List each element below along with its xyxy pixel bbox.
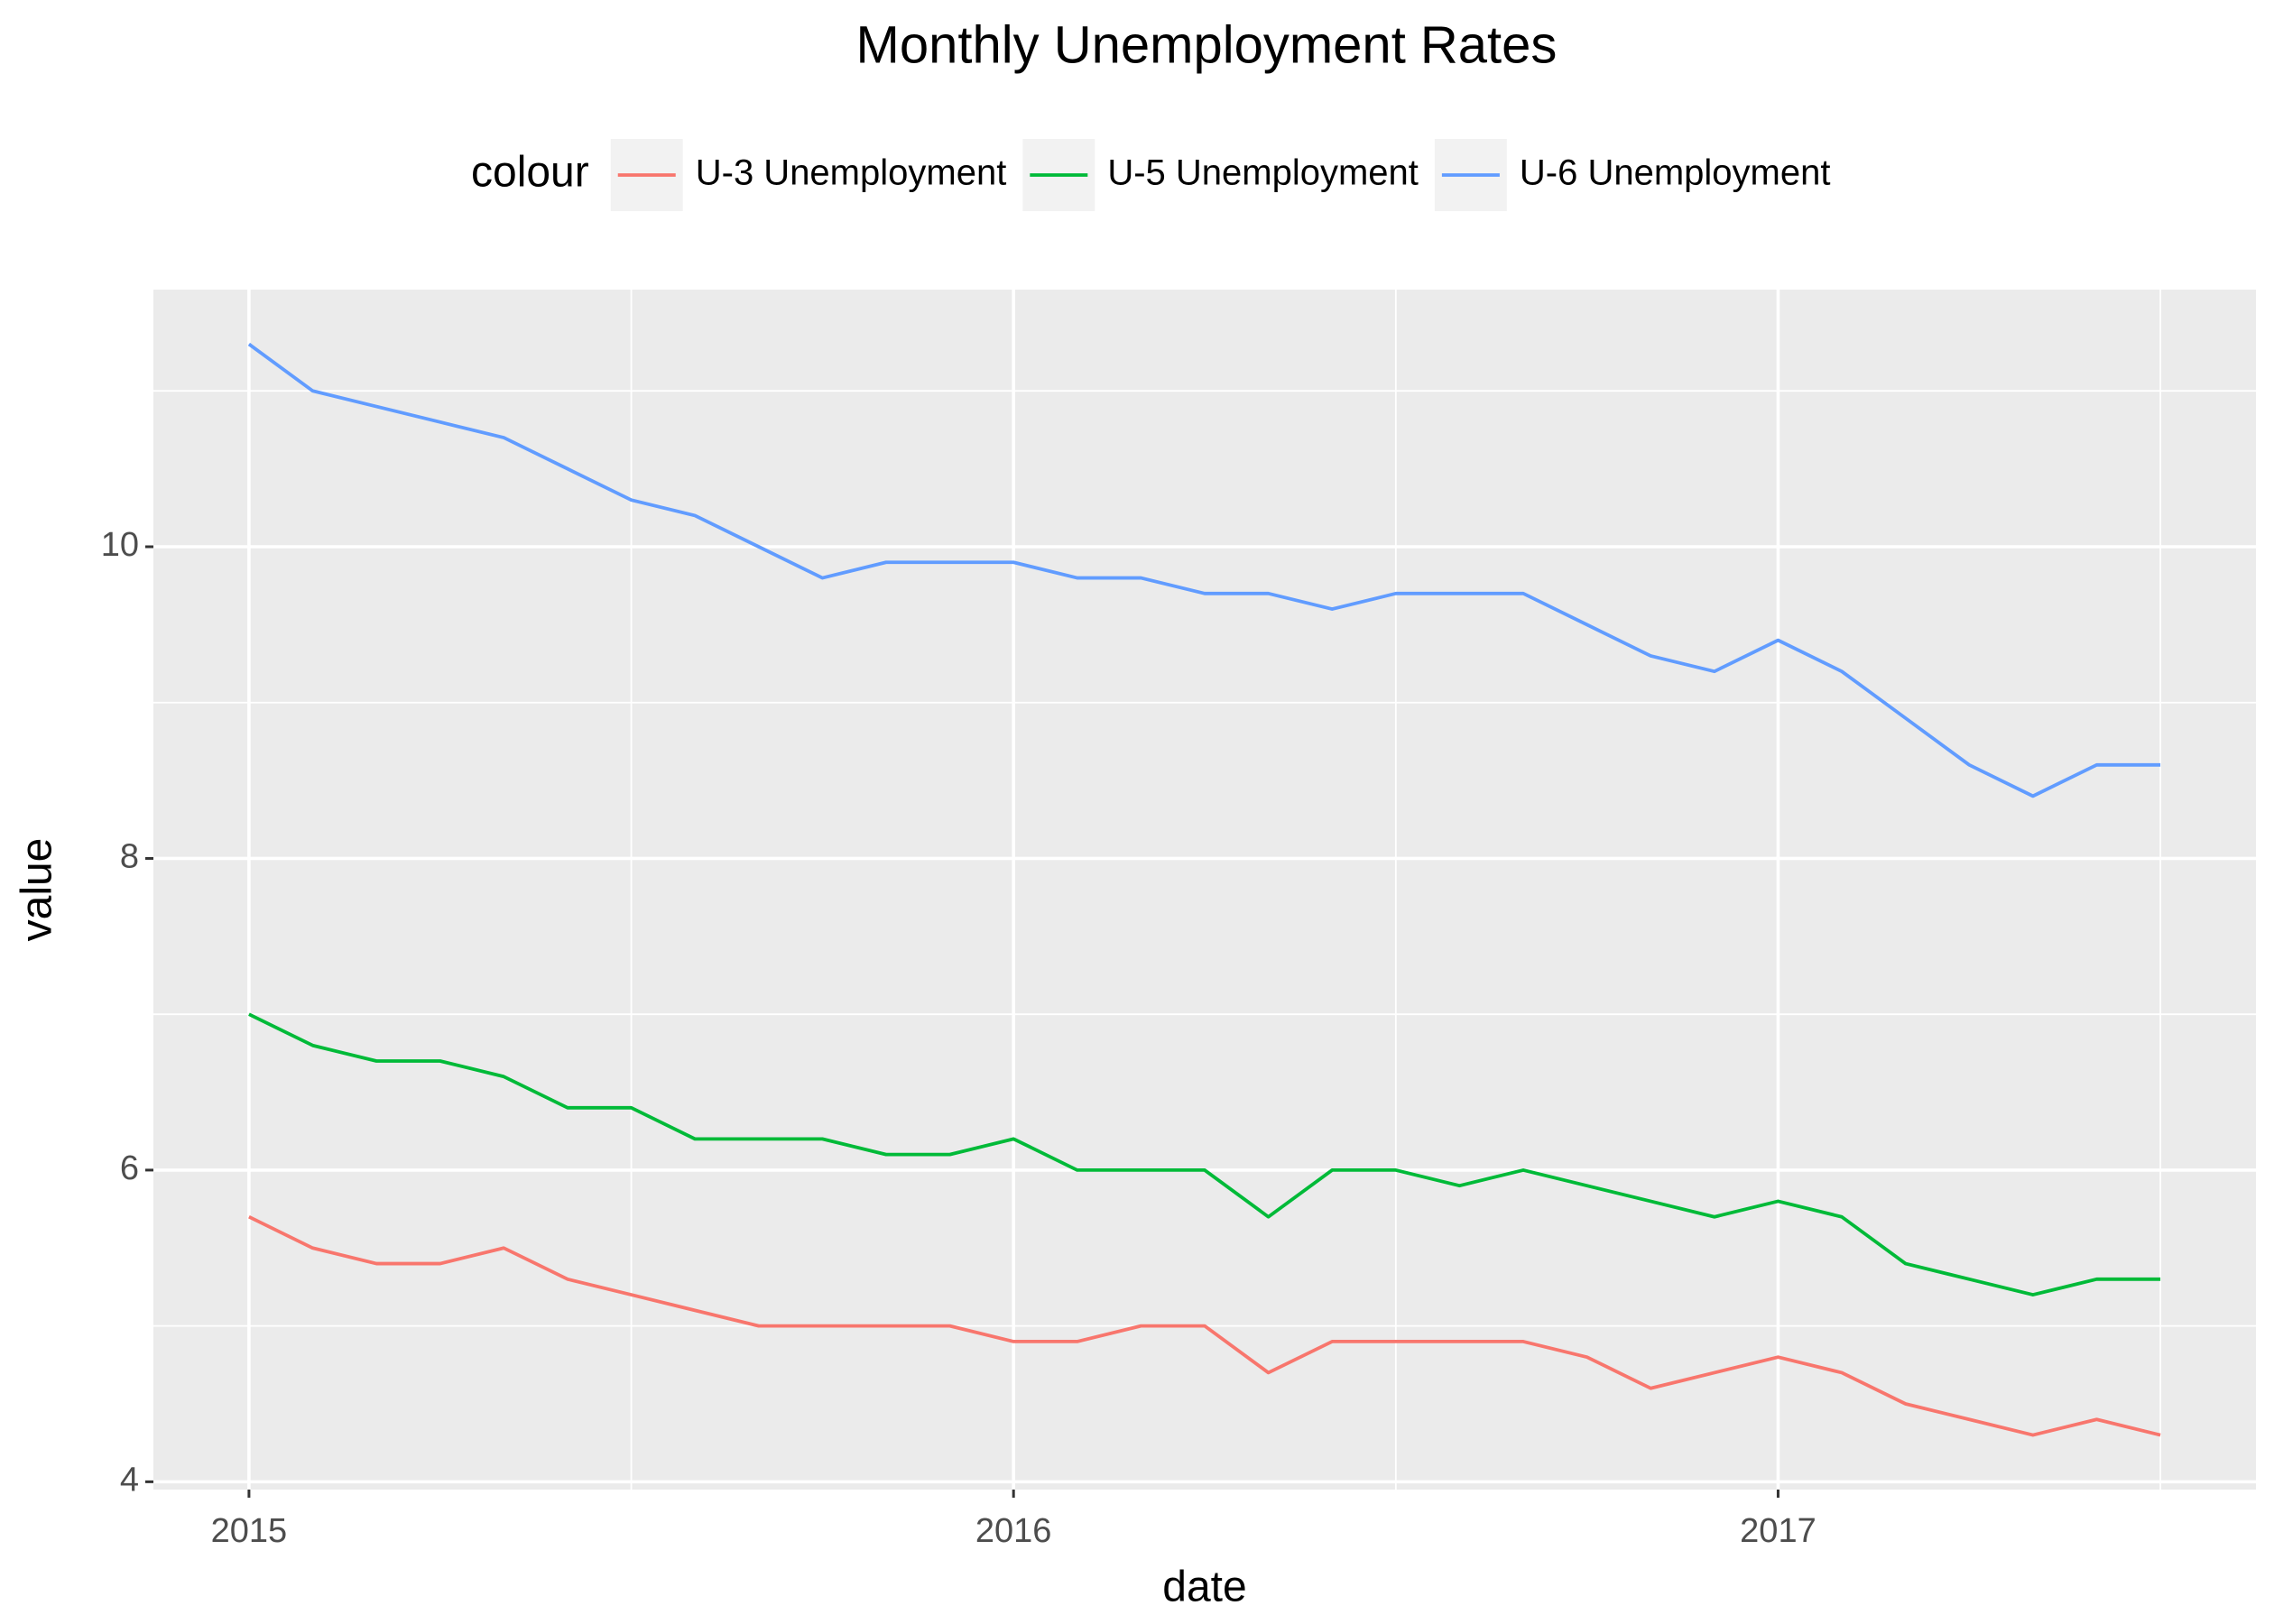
- x-tick-label: 2016: [975, 1512, 1052, 1550]
- legend-label: U-3 Unemployment: [696, 153, 1007, 193]
- legend-label: U-6 Unemployment: [1520, 153, 1831, 193]
- y-tick-label: 10: [101, 526, 139, 564]
- plot-panel: [153, 290, 2256, 1490]
- legend-label: U-5 Unemployment: [1107, 153, 1419, 193]
- series-line: [248, 1012, 2161, 1296]
- x-tick-label: 2017: [1740, 1512, 1816, 1550]
- y-tick-label: 8: [120, 837, 139, 875]
- series-line: [248, 1215, 2161, 1437]
- x-tick-label: 2015: [211, 1512, 288, 1550]
- x-axis-title: date: [1162, 1564, 1246, 1611]
- y-axis-title: value: [14, 838, 61, 942]
- series-line: [247, 342, 2161, 798]
- legend-title: colour: [471, 149, 589, 197]
- chart-title: Monthly Unemployment Rates: [856, 15, 1558, 74]
- y-tick-label: 4: [120, 1461, 139, 1499]
- y-tick-label: 6: [120, 1149, 139, 1187]
